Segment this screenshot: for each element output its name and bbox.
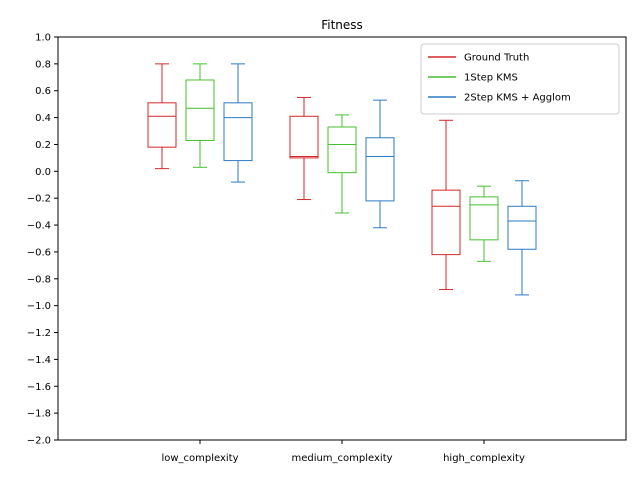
box-iqr: [185, 79, 215, 141]
legend: Ground Truth 1Step KMS 2Step KMS + Agglom: [420, 43, 620, 115]
y-tick-label: −0.8: [27, 274, 51, 285]
box-plot: [147, 63, 177, 170]
box-plot: [365, 99, 395, 229]
y-tick-label: −1.0: [27, 301, 51, 312]
chart-title: Fitness: [321, 18, 363, 32]
box-plot: [223, 63, 253, 183]
box-plot: [327, 114, 357, 214]
box-plot: [289, 96, 319, 201]
y-tick-label: 1.0: [35, 33, 51, 44]
box-iqr: [223, 102, 253, 162]
y-tick-label: −0.4: [27, 221, 51, 232]
x-axis: low_complexity medium_complexity high_comp…: [161, 440, 525, 464]
box-plot: [185, 63, 215, 168]
legend-label: 2Step KMS + Agglom: [464, 93, 571, 104]
box-iqr: [507, 205, 537, 250]
box-iqr: [365, 137, 395, 202]
y-tick-label: 0.2: [35, 140, 51, 151]
legend-label: 1Step KMS: [464, 73, 518, 84]
y-tick-label: −1.4: [27, 355, 51, 366]
y-tick-label: 0.6: [35, 86, 51, 97]
y-tick-label: 0.0: [35, 167, 51, 178]
y-axis: 1.0 0.8 0.6 0.4 0.2 0.0 −0.2 −0.4 −0.6 −0.8 −1.0 −1…: [27, 33, 58, 447]
box-iqr: [147, 102, 177, 148]
box-plot: [507, 180, 537, 296]
x-tick-label: high_complexity: [443, 453, 525, 464]
y-tick-label: −0.2: [27, 194, 51, 205]
x-tick-label: low_complexity: [161, 453, 238, 464]
x-tick-label: medium_complexity: [291, 453, 392, 464]
box-plot: [431, 119, 461, 291]
box-plot: [469, 185, 499, 262]
y-tick-label: −1.6: [27, 382, 51, 393]
box-iqr: [327, 126, 357, 174]
legend-box: [420, 43, 620, 115]
y-tick-label: −1.8: [27, 409, 51, 420]
box-iqr: [289, 115, 319, 159]
box-iqr: [469, 196, 499, 241]
y-tick-label: −1.2: [27, 328, 51, 339]
y-tick-label: 0.4: [35, 113, 51, 124]
box-iqr: [431, 189, 461, 256]
y-tick-label: −2.0: [27, 436, 51, 447]
y-tick-label: 0.8: [35, 59, 51, 70]
y-tick-label: −0.6: [27, 247, 51, 258]
legend-label: Ground Truth: [464, 53, 529, 64]
box-groups: [147, 63, 537, 296]
